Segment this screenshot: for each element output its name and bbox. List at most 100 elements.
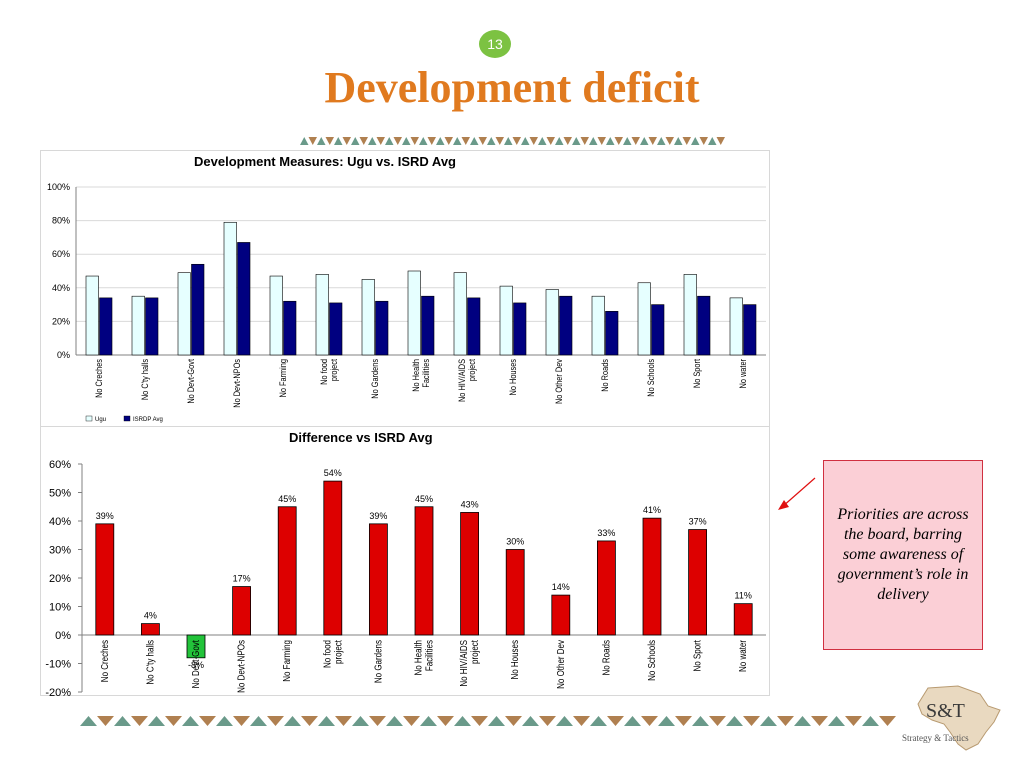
triangle-ornament (555, 137, 564, 145)
triangle-ornament (487, 137, 496, 145)
triangle-ornament (199, 716, 216, 726)
chart-2-data-label: 45% (415, 494, 433, 504)
chart-2-bar (277, 506, 297, 636)
chart-2-x-tick-label: No Other Dev (555, 640, 566, 689)
chart-2-data-label: 39% (96, 511, 114, 521)
chart-2-title: Difference vs ISRD Avg (289, 430, 433, 445)
chart-2-x-tick-label: No Devt-NPOs (236, 640, 247, 693)
chart-1-title: Development Measures: Ugu vs. ISRD Avg (194, 154, 456, 169)
triangle-ornament (743, 716, 760, 726)
triangle-ornament (539, 716, 556, 726)
chart-2-data-label: 41% (643, 505, 661, 515)
triangle-ornament (369, 716, 386, 726)
chart-2-category-label-group: No Gardens (373, 640, 384, 684)
chart-2-x-tick-label: No Devt-Govt (190, 640, 201, 689)
chart-1-bar-ugu (315, 274, 329, 356)
chart-1-x-tick-label: project (467, 358, 477, 381)
chart-1-bar-ugu (545, 289, 559, 356)
triangle-ornament (675, 716, 692, 726)
priorities-note-text: Priorities are across the board, barring… (837, 506, 969, 603)
chart-1-category-label-group: No Creches (94, 359, 104, 398)
chart-2-y-tick-label: -10% (45, 659, 71, 671)
triangle-ornament (342, 137, 351, 145)
triangle-ornament (325, 137, 334, 145)
chart-1-bar-isrdp (743, 304, 757, 356)
chart-1-x-tick-label: No Sport (692, 358, 702, 388)
triangle-ornament (250, 716, 267, 726)
triangle-ornament (708, 137, 717, 145)
triangle-ornament (640, 137, 649, 145)
chart-1-x-tick-label: No food (319, 359, 329, 385)
chart-1-category-label-group: No Health Facilities (411, 359, 431, 392)
triangle-ornament (454, 716, 471, 726)
chart-1-category-label-group: No Houses (508, 359, 518, 395)
triangle-ornament (607, 716, 624, 726)
triangle-ornament (359, 137, 368, 145)
chart-2-bar (688, 529, 707, 636)
triangle-ornament (478, 137, 487, 145)
triangle-ornament (546, 137, 555, 145)
chart-1-bar-ugu (453, 272, 467, 356)
chart-1-bar-ugu (407, 270, 421, 356)
chart-2-bar (642, 517, 662, 636)
triangle-ornament (777, 716, 794, 726)
chart-2-data-label: 14% (552, 582, 570, 592)
triangle-ornament (335, 716, 352, 726)
chart-1-bar-ugu (499, 285, 513, 356)
chart-2-bar (505, 549, 525, 636)
chart-1-x-tick-label: No Devt-Govt (186, 358, 196, 403)
triangle-ornament (665, 137, 674, 145)
triangle-ornament (334, 137, 343, 145)
chart-2-bar (733, 603, 753, 636)
triangle-ornament (606, 137, 615, 145)
chart-1-x-tick-label: No C'ty halls (140, 359, 150, 400)
chart-1-category-label-group: No Devt-NPOs (232, 359, 242, 408)
chart-1-x-tick-label: No Other Dev (554, 358, 564, 404)
triangle-ornament (879, 716, 896, 726)
chart-1-bar-isrdp (559, 295, 573, 356)
chart-2-category-label-group: No Roads (601, 640, 612, 676)
chart-2-bar (414, 506, 434, 636)
chart-2-data-label: 11% (735, 591, 752, 601)
triangle-ornament (631, 137, 640, 145)
triangle-ornament (760, 716, 777, 726)
chart-2-x-tick-label: No Creches (99, 640, 110, 683)
page-number-badge: 13 (479, 30, 511, 58)
triangle-ornament (488, 716, 505, 726)
triangle-ornament (862, 716, 879, 726)
chart-2-data-label: 4% (144, 611, 157, 621)
chart-1-x-tick-label: No Creches (94, 359, 104, 398)
chart-2-bar (140, 623, 160, 636)
chart-2-x-tick-label: No Roads (601, 640, 612, 676)
chart-1-x-tick-label: No Devt-NPOs (232, 359, 242, 408)
chart-2-data-label: 45% (278, 494, 296, 504)
triangle-ornament (165, 716, 182, 726)
chart-1-bar-isrdp (99, 297, 113, 356)
chart-1-bar-isrdp (375, 300, 389, 356)
chart-2-category-label-group: No water (737, 640, 748, 672)
logo-sub-text: Strategy & Tactics (902, 733, 969, 743)
chart-2-category-label-group: No Creches (99, 640, 110, 683)
chart-2-y-tick-label: 0% (55, 630, 71, 642)
chart-2-x-tick-label: No Schools (646, 640, 657, 681)
triangle-ornament (386, 716, 403, 726)
triangle-ornament (471, 716, 488, 726)
chart-1-category-label-group: No Farming (278, 359, 288, 398)
triangle-ornament (504, 137, 513, 145)
chart-2-data-label: 30% (506, 537, 524, 547)
triangle-ornament (470, 137, 479, 145)
triangle-ornament (572, 137, 581, 145)
triangle-ornament (436, 137, 445, 145)
chart-2-category-label-group: No Farming (281, 640, 292, 682)
triangle-ornament (614, 137, 623, 145)
chart-2-category-label-group: No food project (321, 640, 343, 668)
triangle-ornament (623, 137, 632, 145)
triangle-ornament (233, 716, 250, 726)
triangle-ornament (393, 137, 402, 145)
chart-2-y-tick-label: 20% (49, 573, 71, 585)
chart-1-bar-isrdp (513, 302, 527, 356)
triangle-ornament (657, 137, 666, 145)
triangle-ornament (597, 137, 606, 145)
